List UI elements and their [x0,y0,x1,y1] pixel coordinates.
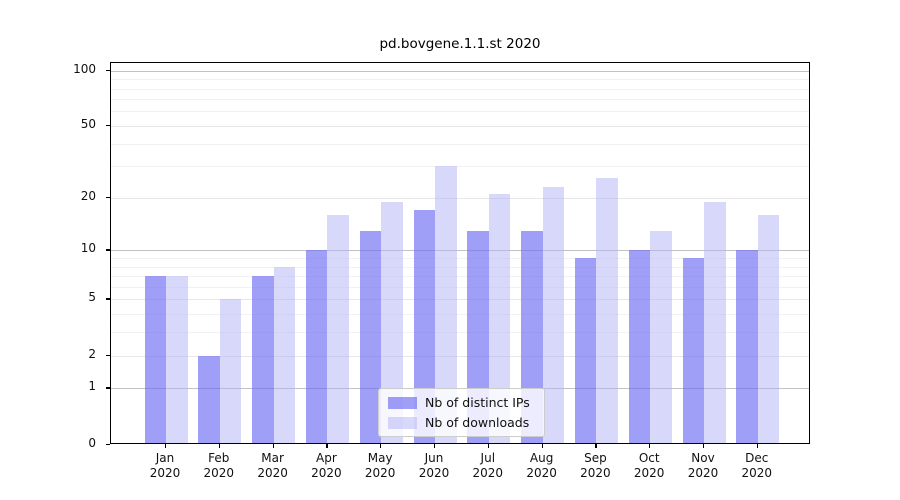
gridline-minor [111,266,809,268]
gridline-major [111,125,809,127]
x-tick [434,443,436,448]
legend-swatch-distinct-ips [388,396,417,409]
x-tick-label: Jun 2020 [418,450,450,480]
gridline-minor [111,88,809,90]
y-tick [106,124,110,127]
gridline-minor [111,79,809,81]
y-tick-label: 10 [80,241,96,256]
gridline-major [111,299,809,301]
y-tick-label: 100 [73,61,96,76]
plot-area [110,62,810,444]
bar-distinct-ips-feb [198,355,220,444]
gridline-minor [111,99,809,101]
gridline-minor [111,143,809,145]
bar-distinct-ips-dec [736,250,758,444]
bar-downloads-oct [650,230,672,444]
x-tick [703,443,705,448]
x-tick-label: Dec 2020 [741,450,773,480]
gridline-minor [111,332,809,334]
y-tick [106,69,110,71]
bar-distinct-ips-nov [682,257,704,444]
legend-item-downloads: Nb of downloads [388,415,544,430]
bar-downloads-feb [219,299,242,444]
y-tick-label: 20 [80,188,96,203]
x-tick-label: Jan 2020 [149,450,181,480]
x-tick [649,443,651,448]
y-tick [106,443,110,445]
y-tick [106,196,110,199]
bar-downloads-mar [273,266,296,444]
x-tick [218,443,221,448]
gridline-major [111,250,809,252]
x-tick-label: Feb 2020 [203,450,235,480]
legend-label-downloads: Nb of downloads [425,415,530,430]
bar-distinct-ips-jun [413,210,435,444]
bar-distinct-ips-sep [574,257,597,444]
gridline-major [111,197,809,199]
x-tick [595,443,597,448]
gridline-minor [111,257,809,259]
gridline-minor [111,286,809,288]
bar-distinct-ips-mar [252,276,274,444]
x-tick-label: Nov 2020 [687,450,719,480]
bar-distinct-ips-jan [144,276,166,444]
y-tick [106,387,110,389]
y-tick [106,354,110,356]
legend: Nb of distinct IPs Nb of downloads [378,388,545,437]
gridline-minor [111,314,809,316]
bar-downloads-may [381,201,403,444]
x-tick-label: Aug 2020 [526,450,557,480]
x-tick-label: Jul 2020 [472,450,504,480]
bar-distinct-ips-apr [305,250,328,444]
bar-downloads-apr [327,214,349,444]
y-tick [106,249,110,251]
bar-downloads-sep [596,177,618,444]
y-tick-label: 5 [88,290,96,305]
y-tick [106,298,110,300]
bar-downloads-jul [488,194,511,444]
x-tick-label: Sep 2020 [580,450,611,480]
y-tick-label: 2 [88,346,96,361]
y-tick-label: 50 [80,116,96,131]
gridline-minor [111,111,809,113]
bar-downloads-nov [704,201,726,444]
bar-distinct-ips-oct [628,250,651,444]
gridline-major [111,70,809,72]
gridline-minor [111,166,809,168]
bar-downloads-jun [435,166,457,444]
x-tick-label: Oct 2020 [633,450,665,480]
legend-swatch-downloads [388,416,417,429]
x-tick [756,443,759,448]
x-tick [487,443,490,448]
x-tick [380,443,382,448]
y-tick-label: 0 [88,435,96,450]
x-tick [165,443,167,448]
x-tick [541,443,543,448]
gridline-minor [111,276,809,278]
bar-downloads-dec [757,214,780,444]
bar-downloads-jan [166,276,188,444]
legend-item-distinct-ips: Nb of distinct IPs [388,395,544,410]
bar-distinct-ips-may [359,230,382,444]
x-tick [272,443,274,448]
gridline-major [111,355,809,357]
x-tick-label: Mar 2020 [257,450,288,480]
y-tick-label: 1 [88,379,96,394]
legend-label-distinct-ips: Nb of distinct IPs [425,395,530,410]
x-tick-label: May 2020 [364,450,396,480]
chart-title: pd.bovgene.1.1.st 2020 [379,36,541,52]
x-tick [326,443,328,448]
x-tick-label: Apr 2020 [311,450,342,480]
bar-downloads-aug [542,187,565,444]
